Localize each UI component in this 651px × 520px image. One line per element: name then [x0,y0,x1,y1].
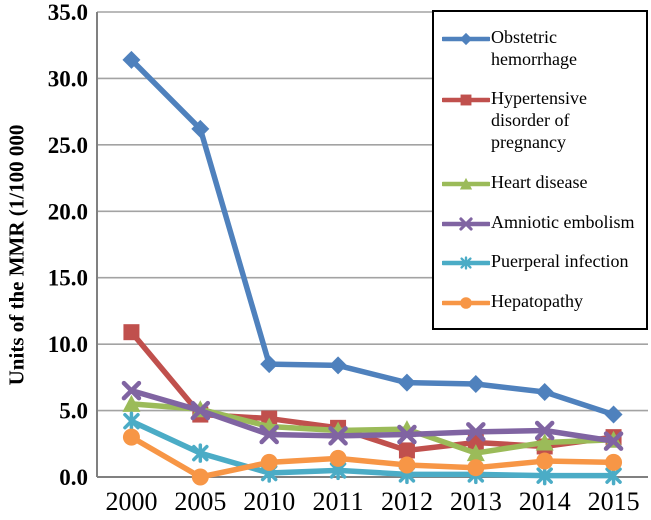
y-tick-label: 25.0 [48,133,88,158]
y-tick-label: 0.0 [59,465,88,490]
y-tick-label: 30.0 [48,66,88,91]
y-tick-label: 10.0 [48,332,88,357]
x-tick-label: 2014 [519,487,571,516]
legend: Obstetric hemorrhage Hypertensive disorde… [432,10,648,330]
legend-marker-asterisk-icon [442,256,490,271]
series-line-puerperal-infection [128,418,617,479]
y-tick-label: 15.0 [48,266,88,291]
series-line-hepatopathy [128,434,617,480]
x-tick-label: 2013 [450,487,502,516]
series-amniotic-embolism [121,380,624,451]
y-tick-label: 20.0 [48,199,88,224]
series-line-amniotic-embolism [128,387,617,444]
x-tick-label: 2000 [105,487,157,516]
series-line-obstetric-hemorrhage [128,57,617,418]
legend-item-obstetric-hemorrhage: Obstetric hemorrhage [442,27,644,71]
series-obstetric-hemorrhage [122,50,623,424]
x-tick-label: 2015 [588,487,640,516]
y-tick-label: 5.0 [59,399,88,424]
x-tick-label: 2012 [381,487,433,516]
legend-item-puerperal-infection: Puerperal infection [442,251,644,273]
legend-label-obstetric-hemorrhage: Obstetric hemorrhage [491,26,577,69]
legend-item-hypertensive-disorder-of-pregnancy: Hypertensive disorder of pregnancy [442,88,644,154]
legend-marker-circle-icon [442,297,490,309]
legend-marker-triangle-icon [442,177,490,190]
legend-item-heart-disease: Heart disease [442,172,644,194]
legend-marker-square-icon [442,95,490,106]
x-tick-label: 2010 [243,487,295,516]
legend-label-hypertensive-disorder-of-pregnancy: Hypertensive disorder of pregnancy [491,88,587,153]
legend-item-hepatopathy: Hepatopathy [442,291,644,313]
series-hepatopathy [122,428,623,486]
legend-label-puerperal-infection: Puerperal infection [491,251,629,272]
legend-item-amniotic-embolism: Amniotic embolism [442,212,644,234]
legend-label-amniotic-embolism: Amniotic embolism [491,211,635,232]
x-tick-label: 2005 [174,487,226,516]
legend-label-hepatopathy: Hepatopathy [491,291,583,312]
legend-marker-diamond-icon [442,32,490,45]
x-tick-label: 2011 [313,487,364,516]
y-tick-label: 35.0 [48,0,88,25]
legend-marker-x-icon [442,217,490,231]
legend-label-heart-disease: Heart disease [491,172,588,193]
